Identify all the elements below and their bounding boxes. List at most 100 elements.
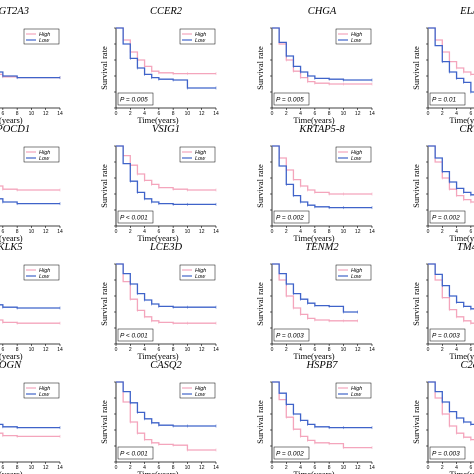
panel-title: HSPB7 <box>306 360 339 371</box>
pvalue-text: P < 0.001 <box>120 451 148 458</box>
x-tick-label: 10 <box>341 229 347 235</box>
x-tick-label: 6 <box>469 347 472 353</box>
x-axis-label: Time(years) <box>293 115 334 125</box>
y-axis-label: Survival rate <box>411 282 421 326</box>
panel-title: VSIG1 <box>152 124 180 135</box>
x-tick-label: 4 <box>143 347 146 353</box>
x-tick-label: 10 <box>185 347 191 353</box>
x-tick-label: 4 <box>455 347 458 353</box>
x-tick-label: 12 <box>199 229 205 235</box>
km-panel: EPOCD102468101214Time(years)Survival rat… <box>0 124 63 243</box>
survival-curve-low <box>272 27 372 81</box>
x-tick-label: 6 <box>1 229 4 235</box>
x-tick-label: 8 <box>172 465 175 471</box>
y-axis-label: Survival rate <box>411 46 421 90</box>
x-tick-label: 14 <box>369 111 375 117</box>
km-panel: HSPB7 0 2 4 6 8 10 12 14 Time(years) Survival rate… <box>255 360 375 474</box>
legend-label-high: High <box>351 386 362 392</box>
x-tick-label: 2 <box>129 347 132 353</box>
x-tick-label: 12 <box>43 347 49 353</box>
km-panel: VSIG1 0 2 4 6 8 10 12 14 Time(years) Survival rate… <box>99 124 219 243</box>
x-tick-label: 2 <box>441 111 444 117</box>
y-axis-label: Survival rate <box>411 400 421 444</box>
x-tick-label: 10 <box>29 347 35 353</box>
x-tick-label: 14 <box>57 111 63 117</box>
x-tick-label: 0 <box>271 229 274 235</box>
y-axis-label: Survival rate <box>99 164 109 208</box>
x-tick-label: 10 <box>341 347 347 353</box>
x-axis-label: Time(years) <box>137 351 178 361</box>
legend-label-high: High <box>351 268 362 274</box>
km-panel: TM4SF1902468101214Time(years)Survival ra… <box>411 242 474 361</box>
x-tick-label: 2 <box>441 465 444 471</box>
x-tick-label: 0 <box>427 229 430 235</box>
x-tick-label: 10 <box>341 111 347 117</box>
x-tick-label: 14 <box>57 465 63 471</box>
x-tick-label: 0 <box>115 465 118 471</box>
x-tick-label: 8 <box>16 111 19 117</box>
survival-curve-high <box>0 319 60 324</box>
x-tick-label: 14 <box>213 347 219 353</box>
panel-title: TM4SF19 <box>457 242 474 253</box>
legend-label-high: High <box>39 386 50 392</box>
x-tick-label: 2 <box>129 111 132 117</box>
y-axis-label: Survival rate <box>411 164 421 208</box>
x-axis-label: Time(years) <box>0 469 23 474</box>
km-panel: KLK502468101214Time(years)Survival rateH… <box>0 242 63 361</box>
pvalue-text: P = 0.002 <box>276 451 304 458</box>
x-tick-label: 8 <box>328 347 331 353</box>
survival-curve-low <box>428 381 474 426</box>
panel-title: CCER2 <box>150 6 183 17</box>
x-tick-label: 6 <box>1 347 4 353</box>
panel-title: CHGA <box>308 6 337 17</box>
pvalue-text: P = 0.01 <box>432 97 457 104</box>
panel-title: CRTAC1 <box>459 124 474 135</box>
x-tick-label: 6 <box>313 465 316 471</box>
legend-label-low: Low <box>39 392 50 398</box>
survival-curve-high <box>116 381 216 451</box>
x-tick-label: 8 <box>172 111 175 117</box>
x-tick-label: 6 <box>157 229 160 235</box>
x-tick-label: 6 <box>469 465 472 471</box>
x-axis-label: Time(years) <box>293 351 334 361</box>
x-tick-label: 10 <box>185 111 191 117</box>
x-tick-label: 0 <box>271 347 274 353</box>
panel-title: UGT2A3 <box>0 6 29 17</box>
pvalue-box <box>429 328 466 342</box>
x-tick-label: 0 <box>115 347 118 353</box>
survival-curve-high <box>0 73 60 79</box>
x-tick-label: 2 <box>285 111 288 117</box>
legend-label-high: High <box>39 268 50 274</box>
legend-label-low: Low <box>351 156 362 162</box>
x-tick-label: 10 <box>29 111 35 117</box>
survival-curve-low <box>428 263 474 310</box>
x-axis-label: Time(years) <box>449 115 474 125</box>
pvalue-box <box>273 446 310 460</box>
km-panel: C2orf4002468101214Time(years)Survival ra… <box>411 360 474 474</box>
x-tick-label: 2 <box>129 229 132 235</box>
panel-title: C2orf40 <box>460 360 474 371</box>
x-tick-label: 10 <box>185 465 191 471</box>
x-tick-label: 0 <box>427 347 430 353</box>
km-panel: ELAVL302468101214Time(years)Survival rat… <box>411 6 474 125</box>
x-tick-label: 14 <box>369 347 375 353</box>
x-tick-label: 12 <box>199 111 205 117</box>
x-tick-label: 6 <box>469 229 472 235</box>
x-tick-label: 4 <box>455 465 458 471</box>
pvalue-text: P = 0.003 <box>432 333 460 340</box>
x-tick-label: 2 <box>441 347 444 353</box>
pvalue-text: P = 0.003 <box>276 333 304 340</box>
x-tick-label: 14 <box>213 229 219 235</box>
x-tick-label: 8 <box>328 465 331 471</box>
pvalue-text: P = 0.002 <box>432 215 460 222</box>
x-axis-label: Time(years) <box>137 469 178 474</box>
legend-label-low: Low <box>39 38 50 44</box>
x-axis-label: Time(years) <box>293 469 334 474</box>
pvalue-box <box>117 328 154 342</box>
survival-curve-low <box>0 71 60 79</box>
survival-curve-low <box>116 27 216 89</box>
x-tick-label: 6 <box>469 111 472 117</box>
legend-label-low: Low <box>351 38 362 44</box>
x-tick-label: 2 <box>285 229 288 235</box>
